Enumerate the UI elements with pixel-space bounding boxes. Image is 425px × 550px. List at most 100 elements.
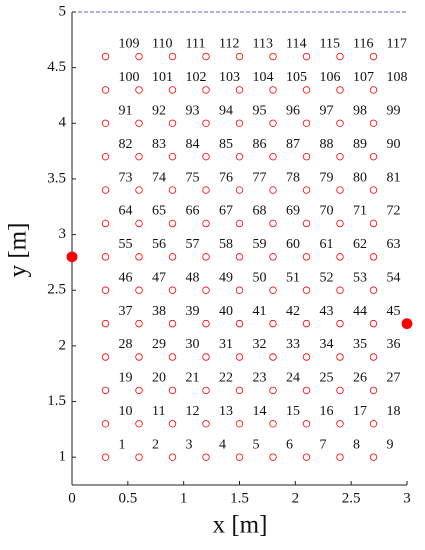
y-tick-label: 2.5 bbox=[47, 282, 66, 298]
point-label: 79 bbox=[320, 170, 334, 185]
point-label: 106 bbox=[320, 70, 341, 85]
point-label: 17 bbox=[353, 404, 367, 419]
grid-point bbox=[336, 386, 344, 395]
point-label: 49 bbox=[219, 270, 233, 285]
grid-point bbox=[369, 386, 378, 395]
grid-point bbox=[101, 86, 110, 94]
point-label: 19 bbox=[119, 371, 133, 386]
grid-point bbox=[101, 253, 110, 261]
point-label: 115 bbox=[320, 37, 340, 52]
grid-point bbox=[269, 219, 277, 228]
point-label: 101 bbox=[152, 70, 173, 85]
point-label: 65 bbox=[152, 204, 166, 219]
grid-point bbox=[135, 253, 143, 261]
anchor-point bbox=[66, 251, 78, 263]
point-label: 72 bbox=[387, 204, 401, 219]
point-label: 84 bbox=[186, 137, 200, 152]
point-label: 68 bbox=[253, 204, 267, 219]
grid-point bbox=[235, 420, 244, 428]
y-axis-label: y [m] bbox=[5, 223, 32, 278]
point-label: 104 bbox=[253, 70, 274, 85]
grid-point bbox=[135, 420, 143, 428]
grid-point bbox=[336, 219, 344, 228]
point-label: 63 bbox=[387, 237, 401, 252]
grid-point bbox=[135, 453, 143, 461]
x-tick-label: 0.5 bbox=[118, 490, 137, 506]
grid-point bbox=[269, 353, 277, 361]
point-label: 22 bbox=[219, 371, 233, 386]
grid-point bbox=[101, 186, 110, 194]
point-label: 87 bbox=[286, 137, 300, 152]
point-label: 64 bbox=[119, 204, 133, 219]
grid-point bbox=[369, 353, 378, 361]
point-label: 23 bbox=[253, 371, 267, 386]
grid-point bbox=[168, 52, 177, 61]
y-tick-label: 3.5 bbox=[47, 170, 66, 186]
grid-point bbox=[235, 52, 244, 61]
point-label: 35 bbox=[353, 337, 367, 352]
point-label: 102 bbox=[186, 70, 207, 85]
point-label: 73 bbox=[119, 170, 133, 185]
point-label: 66 bbox=[186, 204, 200, 219]
grid-point bbox=[369, 286, 378, 294]
point-label: 26 bbox=[353, 371, 367, 386]
point-label: 69 bbox=[286, 204, 300, 219]
point-label: 77 bbox=[253, 170, 267, 185]
point-label: 95 bbox=[253, 104, 267, 119]
grid-point bbox=[369, 119, 378, 127]
point-label: 38 bbox=[152, 304, 166, 319]
point-label: 67 bbox=[219, 204, 233, 219]
point-label: 78 bbox=[286, 170, 300, 185]
grid-point bbox=[336, 253, 344, 261]
point-label: 47 bbox=[152, 270, 166, 285]
grid-point bbox=[302, 86, 311, 94]
grid-point bbox=[101, 386, 110, 395]
grid-point bbox=[235, 86, 244, 94]
grid-point bbox=[101, 119, 110, 127]
point-label: 76 bbox=[219, 170, 233, 185]
point-label: 10 bbox=[119, 404, 133, 419]
point-label: 13 bbox=[219, 404, 233, 419]
point-label: 36 bbox=[387, 337, 401, 352]
grid-point bbox=[269, 119, 277, 127]
grid-point bbox=[168, 186, 177, 194]
grid-point bbox=[135, 353, 143, 361]
point-label: 83 bbox=[152, 137, 166, 152]
x-tick-label: 3 bbox=[403, 490, 411, 506]
grid-point bbox=[135, 119, 143, 127]
grid-point bbox=[135, 186, 143, 194]
point-label: 37 bbox=[119, 304, 133, 319]
grid-point bbox=[269, 253, 277, 261]
grid-point bbox=[202, 420, 210, 428]
point-label: 53 bbox=[353, 270, 367, 285]
grid-point bbox=[336, 286, 344, 294]
grid-point bbox=[302, 353, 311, 361]
point-label: 56 bbox=[152, 237, 166, 252]
point-label: 14 bbox=[253, 404, 267, 419]
grid-point bbox=[101, 420, 110, 428]
grid-point bbox=[369, 86, 378, 94]
grid-point bbox=[302, 420, 311, 428]
point-label: 42 bbox=[286, 304, 300, 319]
point-label: 16 bbox=[320, 404, 334, 419]
point-label: 24 bbox=[286, 371, 300, 386]
grid-point bbox=[202, 219, 210, 228]
x-tick-label: 2 bbox=[292, 490, 300, 506]
x-axis-label: x [m] bbox=[213, 512, 268, 539]
point-label: 107 bbox=[353, 70, 374, 85]
point-label: 44 bbox=[353, 304, 367, 319]
grid-point bbox=[135, 219, 143, 228]
grid-point bbox=[168, 353, 177, 361]
point-label: 96 bbox=[286, 104, 300, 119]
point-label: 30 bbox=[186, 337, 200, 352]
point-label: 1 bbox=[119, 437, 126, 452]
point-label: 32 bbox=[253, 337, 267, 352]
grid-point bbox=[168, 319, 177, 328]
point-label: 108 bbox=[387, 70, 408, 85]
point-label: 97 bbox=[320, 104, 334, 119]
point-label: 85 bbox=[219, 137, 233, 152]
grid-point bbox=[235, 453, 244, 461]
grid-point bbox=[168, 286, 177, 294]
grid-point bbox=[168, 119, 177, 127]
point-label: 93 bbox=[186, 104, 200, 119]
